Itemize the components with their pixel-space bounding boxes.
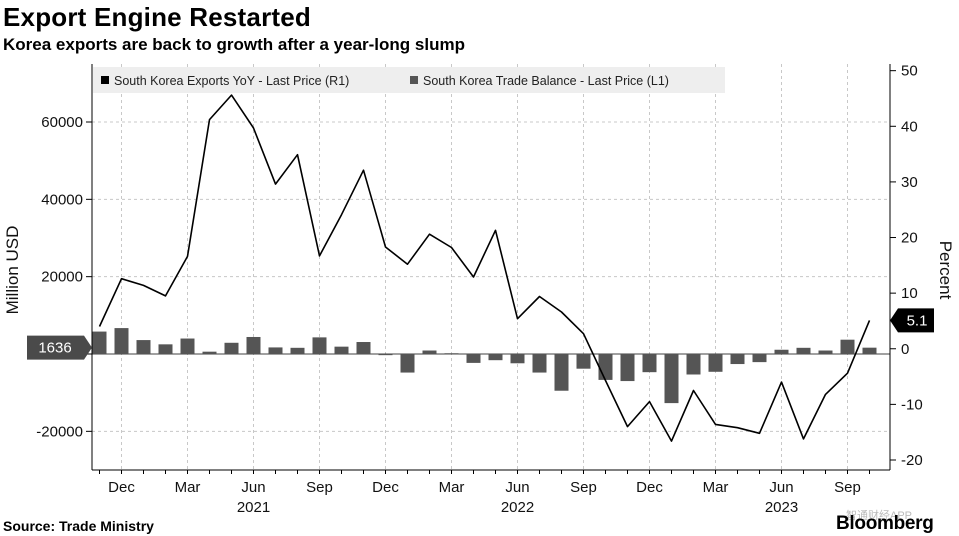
trade-balance-bar [576, 354, 591, 369]
right-tick-label: -10 [901, 396, 923, 413]
legend-label-trade: South Korea Trade Balance - Last Price (… [423, 74, 669, 88]
trade-balance-bar [312, 337, 327, 354]
right-tick-label: 30 [901, 174, 918, 191]
right-last-value-label: 5.1 [907, 312, 928, 329]
exports-yoy-line [98, 94, 871, 442]
trade-balance-bar [818, 350, 833, 354]
trade-balance-bar [598, 354, 613, 380]
year-label: 2023 [765, 499, 798, 516]
trade-balance-bar [664, 354, 679, 404]
trade-balance-bar [488, 354, 503, 361]
trade-balance-bar [246, 336, 261, 354]
trade-balance-bar [554, 354, 569, 391]
right-tick-label: 40 [901, 118, 918, 135]
right-last-value-tag [890, 308, 934, 333]
right-tick-label: 10 [901, 285, 918, 302]
trade-balance-bar [224, 342, 239, 354]
chart-subtitle: Korea exports are back to growth after a… [3, 35, 465, 54]
trade-balance-bar [334, 346, 349, 354]
left-tick-label: 40000 [41, 191, 83, 208]
x-tick-label: Sep [834, 479, 861, 496]
x-tick-label: Mar [703, 479, 729, 496]
trade-balance-bar [862, 347, 877, 354]
x-tick-label: Jun [769, 479, 793, 496]
trade-balance-bar [158, 344, 173, 354]
trade-balance-bar [730, 354, 745, 365]
left-last-value-label: 1636 [38, 340, 71, 357]
left-tick-label: -20000 [36, 423, 83, 440]
left-tick-label: 20000 [41, 269, 83, 286]
legend-swatch-trade [410, 76, 418, 84]
trade-balance-bar [378, 354, 393, 356]
x-tick-label: Dec [372, 479, 399, 496]
trade-balance-bar [136, 340, 151, 354]
trade-balance-bar [620, 354, 635, 382]
trade-balance-bar [466, 354, 481, 363]
x-tick-label: Mar [439, 479, 465, 496]
year-label: 2021 [237, 499, 270, 516]
x-tick-label: Jun [505, 479, 529, 496]
trade-balance-bar [290, 347, 305, 354]
x-tick-label: Dec [636, 479, 663, 496]
watermark: 智通财经APP [846, 510, 913, 522]
x-tick-label: Mar [175, 479, 201, 496]
trade-balance-bar [708, 354, 723, 372]
trade-balance-bar [774, 349, 789, 354]
trade-balance-bar [444, 353, 459, 355]
right-axis-title: Percent [936, 241, 955, 300]
trade-balance-bar [202, 351, 217, 354]
x-tick-label: Sep [570, 479, 597, 496]
trade-balance-bar [400, 354, 415, 373]
trade-balance-bar [92, 331, 107, 354]
legend-swatch-exports [101, 76, 109, 84]
trade-balance-bar [422, 350, 437, 354]
trade-balance-bar [642, 354, 657, 373]
trade-balance-bar [510, 354, 525, 364]
trade-balance-bar [796, 347, 811, 354]
bloomberg-logo: Bloomberg [836, 513, 934, 534]
right-tick-label: 0 [901, 341, 909, 358]
trade-balance-bar [752, 354, 767, 363]
right-tick-label: 20 [901, 230, 918, 247]
left-last-value-tag [27, 335, 92, 360]
source-note: Source: Trade Ministry [3, 518, 154, 534]
trade-balance-bar [532, 354, 547, 373]
x-tick-label: Jun [241, 479, 265, 496]
x-tick-label: Sep [306, 479, 333, 496]
year-label: 2022 [501, 499, 534, 516]
left-axis-title: Million USD [3, 226, 22, 315]
left-tick-label: 60000 [41, 114, 83, 131]
legend-box [93, 67, 725, 93]
trade-balance-bar [840, 339, 855, 354]
trade-balance-bar [114, 328, 129, 354]
trade-balance-bar [268, 347, 283, 354]
x-tick-label: Dec [108, 479, 135, 496]
trade-balance-bar [356, 342, 371, 354]
chart-title: Export Engine Restarted [3, 2, 311, 32]
trade-balance-bar [686, 354, 701, 375]
legend-label-exports: South Korea Exports YoY - Last Price (R1… [114, 74, 349, 88]
right-tick-label: 50 [901, 63, 918, 80]
trade-balance-bar [180, 338, 195, 354]
right-tick-label: -20 [901, 452, 923, 469]
